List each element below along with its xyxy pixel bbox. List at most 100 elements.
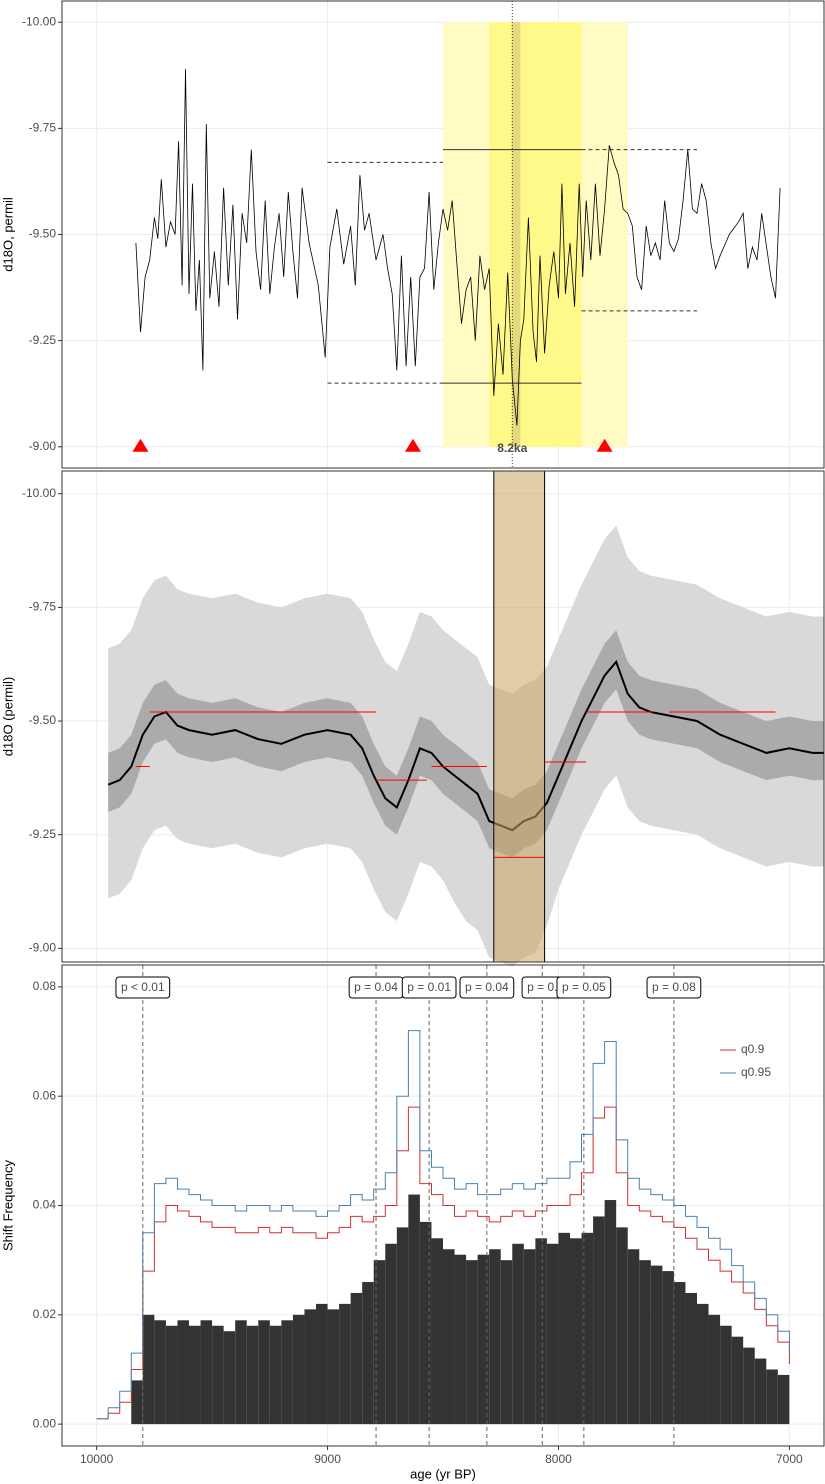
bar: [777, 1374, 790, 1425]
highlight: [493, 470, 546, 963]
bar: [466, 1260, 478, 1425]
highlight: [489, 22, 582, 447]
panel-frame: [61, 964, 825, 1447]
y-tick-label: -9.25: [29, 827, 57, 841]
p-label: p < 0.01: [115, 976, 171, 999]
bar: [581, 1232, 594, 1425]
bar: [292, 1314, 305, 1425]
bar: [373, 1260, 386, 1425]
bar: [558, 1232, 570, 1425]
y-tick-label: -9.50: [29, 713, 57, 727]
outer-band: [108, 525, 824, 967]
marker: [596, 438, 613, 452]
y-tick-label: 0.00: [33, 1416, 57, 1430]
bar: [304, 1309, 316, 1425]
y-tick-label: -9.00: [29, 941, 57, 955]
bar: [754, 1358, 767, 1425]
p-label-text: p = 0.: [527, 980, 557, 994]
y-axis-title: Shift Frequency: [0, 1159, 15, 1251]
p-label-box: [646, 976, 702, 999]
bar: [535, 1238, 547, 1425]
event-label: 8.2ka: [497, 441, 527, 455]
bar: [131, 1380, 143, 1425]
bar: [489, 1249, 501, 1425]
bar: [419, 1221, 432, 1425]
y-tick-label: -9.25: [29, 333, 57, 347]
x-tick-label: 7000: [776, 1452, 803, 1466]
bar: [766, 1369, 778, 1425]
quantile-line: [96, 1030, 790, 1420]
bar: [627, 1249, 640, 1425]
bar: [165, 1325, 178, 1425]
bar: [673, 1282, 686, 1425]
y-tick-label: 0.02: [33, 1307, 57, 1321]
y-axis-title: d18O, permil: [0, 197, 15, 272]
p-label-text: p = 0.05: [562, 980, 606, 994]
p-label: p = 0.01: [401, 976, 457, 999]
bar: [235, 1320, 247, 1425]
p-label: p = 0.: [521, 976, 563, 999]
bar: [443, 1249, 455, 1425]
bar: [385, 1243, 397, 1425]
bar: [454, 1254, 467, 1425]
p-label-text: p = 0.04: [465, 980, 509, 994]
bar: [142, 1314, 155, 1425]
bar: [500, 1260, 513, 1425]
bar: [200, 1320, 213, 1425]
legend-label: q0.9: [741, 1042, 765, 1056]
y-tick-label: -9.50: [29, 227, 57, 241]
panel-frame: [61, 0, 825, 469]
panel-frame: [61, 470, 825, 963]
p-label-box: [459, 976, 515, 999]
bar: [477, 1254, 490, 1425]
bar: [523, 1249, 536, 1425]
x-tick-label: 10000: [80, 1452, 114, 1466]
bar: [177, 1320, 189, 1425]
bar: [281, 1320, 293, 1425]
y-tick-label: 0.04: [33, 1198, 57, 1212]
p-label: p = 0.04: [459, 976, 515, 999]
bar: [189, 1325, 201, 1425]
y-tick-label: -9.00: [29, 439, 57, 453]
bar: [362, 1282, 374, 1425]
x-axis-title: age (yr BP): [410, 1466, 476, 1481]
y-tick-label: 0.08: [33, 979, 57, 993]
p-label-text: p = 0.01: [407, 980, 451, 994]
bar: [570, 1238, 582, 1425]
bar: [708, 1314, 721, 1425]
p-label-box: [115, 976, 171, 999]
p-label-text: p = 0.04: [354, 980, 398, 994]
bar: [639, 1260, 651, 1425]
y-tick-label: -10.00: [22, 14, 56, 28]
bar: [731, 1336, 744, 1425]
y-tick-label: -9.75: [29, 600, 57, 614]
bar: [431, 1238, 443, 1425]
p-label: p = 0.05: [556, 976, 612, 999]
quantile-line: [96, 1106, 790, 1420]
bar: [246, 1325, 259, 1425]
bar: [662, 1271, 674, 1425]
p-label: p = 0.08: [646, 976, 702, 999]
y-tick-label: -10.00: [22, 486, 56, 500]
bar: [269, 1325, 282, 1425]
bar: [720, 1325, 732, 1425]
bar: [512, 1243, 524, 1425]
bar: [604, 1200, 617, 1425]
bar: [743, 1347, 755, 1425]
data-line: [135, 68, 781, 426]
y-tick-label: 0.06: [33, 1088, 57, 1102]
highlight: [512, 22, 521, 447]
p-label-box: [556, 976, 612, 999]
bar: [546, 1243, 559, 1425]
p-label: p = 0.04: [348, 976, 404, 999]
bar: [593, 1216, 605, 1425]
bar: [350, 1292, 363, 1425]
bar: [650, 1265, 663, 1425]
y-tick-label: -9.75: [29, 121, 57, 135]
x-tick-label: 9000: [314, 1452, 341, 1466]
bar: [316, 1303, 328, 1425]
bar: [327, 1309, 340, 1425]
p-label-text: p = 0.08: [652, 980, 696, 994]
bar: [685, 1292, 697, 1425]
